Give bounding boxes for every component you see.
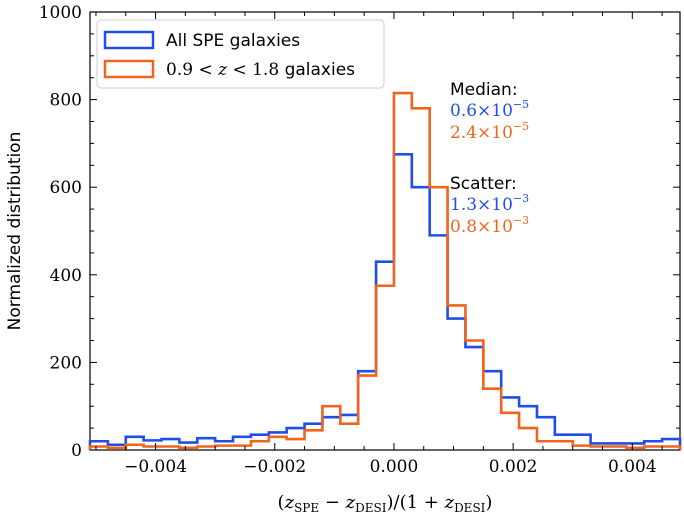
median-blue-value: 0.6×10−5 bbox=[450, 98, 529, 121]
y-tick-label: 1000 bbox=[39, 3, 82, 23]
legend-box bbox=[96, 19, 385, 89]
legend-label-all-spe: All SPE galaxies bbox=[166, 31, 300, 51]
legend-swatch-all-spe bbox=[103, 30, 155, 50]
y-tick-label: 600 bbox=[50, 178, 82, 198]
scatter-blue-value: 1.3×10−3 bbox=[450, 192, 529, 215]
svg-text:(zSPE − zDESI)/(1 + zDESI): (zSPE − zDESI)/(1 + zDESI) bbox=[278, 492, 493, 515]
scatter-orange-value: 0.8×10−3 bbox=[450, 214, 529, 237]
histogram-series-all-spe bbox=[88, 153, 682, 450]
x-tick-label: 0.002 bbox=[489, 457, 538, 477]
y-tick-label: 200 bbox=[50, 353, 82, 373]
x-tick-label: 0.004 bbox=[608, 457, 657, 477]
x-tick-label: 0.000 bbox=[370, 457, 419, 477]
scatter-label: Scatter: bbox=[450, 174, 517, 194]
y-axis-title: Normalized distribution bbox=[5, 132, 25, 331]
histogram-series-redshift-0.9-1.8 bbox=[88, 91, 682, 450]
y-tick-label: 800 bbox=[50, 91, 82, 111]
y-tick-label: 400 bbox=[50, 266, 82, 286]
median-label: Median: bbox=[450, 80, 518, 100]
x-tick-label: −0.002 bbox=[243, 457, 306, 477]
legend: All SPE galaxies 0.9 < z < 1.8 galaxies bbox=[96, 19, 385, 89]
median-orange-value: 2.4×10−5 bbox=[450, 120, 529, 143]
x-tick-label: −0.004 bbox=[124, 457, 187, 477]
legend-swatch-redshift bbox=[103, 59, 155, 79]
stats-annotation: Median: 0.6×10−5 2.4×10−5 Scatter: 1.3×1… bbox=[450, 80, 529, 237]
series-layer bbox=[88, 91, 682, 450]
x-axis-title: (zSPE − zDESI)/(1 + zDESI) bbox=[278, 492, 493, 515]
y-tick-label: 0 bbox=[71, 441, 82, 461]
legend-label-redshift: 0.9 < z < 1.8 galaxies bbox=[166, 60, 355, 80]
tick-layer: −0.004 −0.002 0.000 0.002 0.004 0 200 400 600 800… bbox=[39, 3, 680, 477]
